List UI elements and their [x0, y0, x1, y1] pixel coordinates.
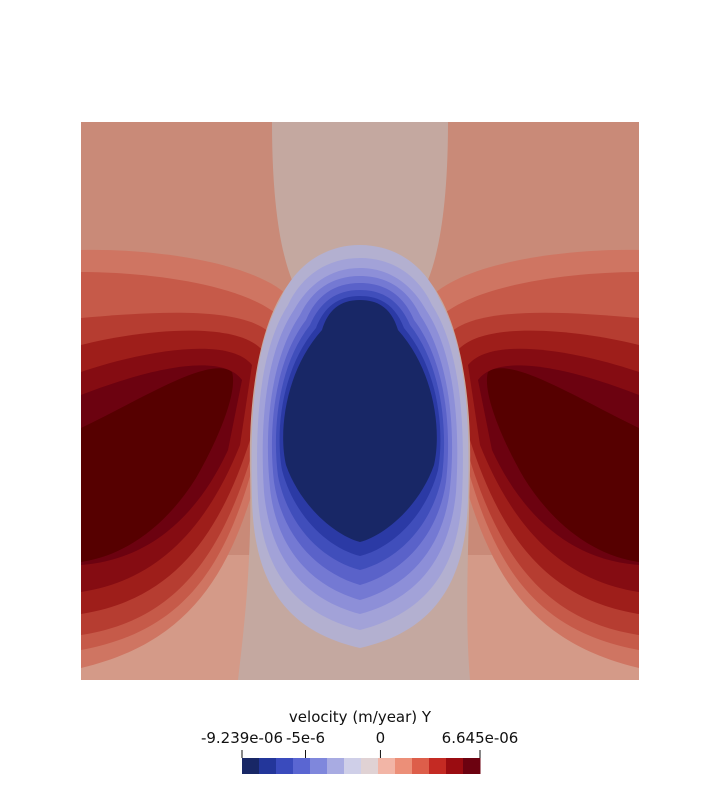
- colorbar-tick-label: -9.239e-06: [200, 729, 284, 747]
- colorbar-band: [429, 758, 447, 774]
- central-cool-region: [251, 245, 469, 648]
- colorbar-band: [361, 758, 379, 774]
- right-warm-lobe: [428, 249, 639, 669]
- colorbar-band: [259, 758, 277, 774]
- colorbar-tick-label: 0: [375, 729, 386, 747]
- colorbar-tick-label: -5e-6: [285, 729, 326, 747]
- colorbar-band: [242, 758, 260, 774]
- colorbar-band: [327, 758, 345, 774]
- colorbar-band: [276, 758, 294, 774]
- velocity-field: [81, 122, 639, 680]
- colorbar-band: [412, 758, 430, 774]
- colorbar-tick-label: 6.645e-06: [441, 729, 519, 747]
- left-warm-lobe: [81, 249, 292, 669]
- colorbar-band: [463, 758, 481, 774]
- colorbar-band: [378, 758, 396, 774]
- colorbar: [241, 750, 481, 774]
- colorbar-band: [310, 758, 328, 774]
- colorbar-band: [446, 758, 464, 774]
- colorbar-band: [293, 758, 311, 774]
- colorbar-band: [395, 758, 413, 774]
- colorbar-band: [344, 758, 362, 774]
- colorbar-title: velocity (m/year) Y: [288, 708, 432, 726]
